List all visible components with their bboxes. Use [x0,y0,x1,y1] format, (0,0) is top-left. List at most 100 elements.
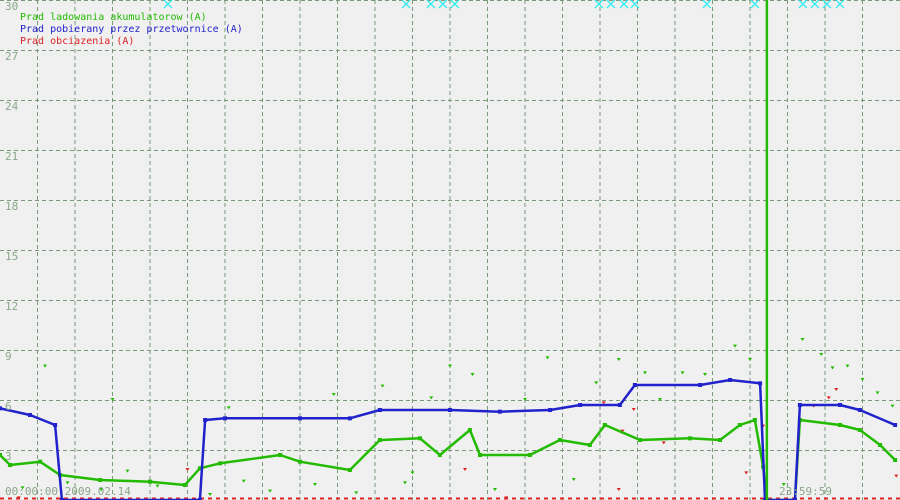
load-point [834,388,839,391]
series-point [838,423,842,427]
series-point [347,468,352,472]
x-start-label: 00:00:00 2009.02.14 [5,485,131,498]
y-tick-label: 21 [5,149,19,163]
series-point [448,408,452,412]
scatter-point [125,469,130,473]
cross-marker [606,0,616,9]
scatter-point [331,393,336,396]
series-point [527,453,532,457]
scatter-point [616,358,621,361]
series-point [197,498,202,500]
series-point [698,383,703,387]
y-tick-label: 6 [5,399,12,413]
y-tick-label: 27 [5,49,19,63]
y-tick-label: 24 [5,99,19,113]
series-point [617,403,622,407]
cross-marker [426,0,436,9]
scatter-point [890,404,895,408]
scatter-point [99,488,104,491]
series-point [38,459,43,464]
scatter-point [43,364,47,368]
load-point [616,488,621,491]
scatter-point [20,486,25,490]
scatter-point [226,406,231,410]
series-point [638,438,643,442]
scatter-point [208,493,212,496]
cross-marker [702,0,712,9]
series-point [763,498,767,500]
series-point [467,428,472,432]
scatter-point [781,483,786,486]
series-point [688,436,692,441]
load-point [504,496,509,500]
scatter-point [493,488,497,491]
cross-marker [630,0,640,9]
series-point [478,453,482,457]
series-point [377,438,382,442]
series-point [797,403,802,407]
y-tick-label: 12 [5,299,19,313]
scatter-point [354,491,359,495]
scatter-point [429,396,434,400]
series-point [857,428,862,432]
cross-marker [450,0,460,9]
series-point [377,408,382,412]
scatter-point [800,338,805,341]
series-point [602,423,607,427]
series-point [298,416,302,421]
series-point [893,423,898,427]
scatter-point [845,364,850,368]
series-point [578,403,583,407]
legend: Prad ladowania akumulatorow (A) Prad pob… [20,12,243,48]
scatter-point [65,481,70,485]
scatter-point [110,398,115,401]
series-point [793,498,797,500]
cross-marker [835,0,845,9]
y-tick-label: 15 [5,249,19,263]
series-point [298,459,302,464]
legend-item-load: Prad obciazenia (A) [20,36,135,47]
cross-marker [619,0,629,9]
series-point [0,453,2,457]
scatter-point [380,384,385,388]
series-point [223,416,227,421]
load-point [661,441,666,445]
scatter-point [875,391,880,395]
scatter-point [748,358,752,361]
scatter-point [523,398,527,401]
series-point [98,478,103,482]
y-tick-label: 30 [5,0,19,13]
cross-marker [401,0,411,9]
series-point [278,453,283,457]
scatter-point [268,489,272,493]
load-point [631,408,636,411]
series-point [148,479,152,484]
scatter-point [545,356,550,360]
series-point [8,463,13,467]
series-point [59,498,64,500]
scatter-point [680,371,685,375]
series-point [53,423,58,427]
scatter-point [594,381,599,385]
series-point [497,409,502,414]
scatter-point [703,373,707,376]
series-point [728,378,733,382]
series-point [587,443,592,447]
series-point [218,461,223,466]
load-point [744,471,749,475]
series-point [632,383,637,387]
series-point [347,416,352,421]
cross-marker [594,0,604,9]
series-point [737,423,742,427]
scatter-point [403,481,407,485]
y-tick-label: 3 [5,449,12,463]
series-point [203,418,208,422]
scatter-point [155,484,160,488]
scatter-point [819,353,824,356]
load-point [185,468,190,471]
scatter-point [241,479,246,483]
cross-marker [822,0,832,9]
series-point [197,466,202,471]
